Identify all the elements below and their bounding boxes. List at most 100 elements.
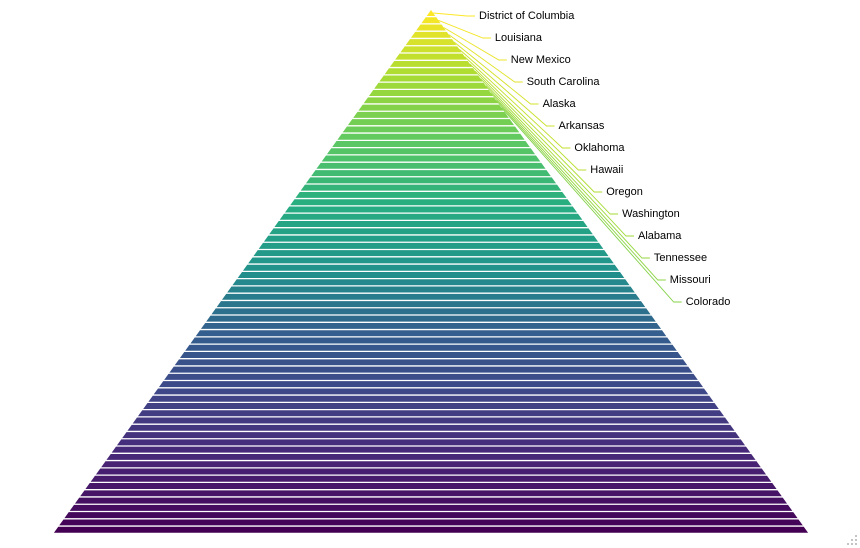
pyramid-slice[interactable] [342, 126, 520, 133]
pyramid-slice[interactable] [111, 446, 751, 453]
label-connectors [433, 12, 682, 303]
pyramid-slice[interactable] [395, 53, 467, 60]
pyramid-slice[interactable] [69, 504, 793, 511]
slice-label: Colorado [686, 296, 731, 308]
pyramid-slice[interactable] [59, 519, 803, 526]
pyramid-slice[interactable] [137, 410, 725, 417]
pyramid-slice[interactable] [122, 432, 740, 439]
pyramid-slice[interactable] [269, 228, 593, 235]
pyramid-slice[interactable] [316, 162, 546, 169]
pyramid-slice[interactable] [148, 395, 714, 402]
pyramid-slice[interactable] [311, 170, 551, 177]
pyramid-slice[interactable] [53, 526, 809, 533]
label-connector [480, 78, 619, 215]
pyramid-slice[interactable] [258, 242, 604, 249]
pyramid-slice[interactable] [206, 315, 656, 322]
pyramid-slice[interactable] [347, 119, 515, 126]
pyramid-slice[interactable] [353, 111, 509, 118]
label-connector [469, 63, 587, 171]
pyramid-slice[interactable] [174, 359, 688, 366]
slice-labels: District of Columbia Louisiana New Mexico S… [479, 10, 730, 308]
pyramid-slice[interactable] [379, 75, 483, 82]
pyramid-slice[interactable] [237, 272, 625, 278]
pyramid-slice[interactable] [116, 439, 746, 446]
pyramid-slice[interactable] [80, 490, 782, 497]
label-connector [464, 56, 571, 149]
pyramid-slice[interactable] [400, 46, 462, 53]
slice-label: District of Columbia [479, 10, 575, 22]
label-connector [453, 41, 539, 105]
slice-label: Alabama [638, 230, 682, 242]
resize-handle-icon[interactable] [846, 534, 858, 546]
pyramid-slice[interactable] [227, 286, 635, 293]
pyramid-slice[interactable] [410, 31, 452, 38]
slice-label: Oregon [606, 186, 643, 198]
pyramid-slice[interactable] [101, 461, 761, 468]
pyramid-slice[interactable] [95, 468, 767, 475]
pyramid-slice[interactable] [158, 381, 704, 388]
pyramid-slice[interactable] [242, 264, 620, 271]
pyramid-slice[interactable] [64, 512, 798, 519]
pyramid-slice[interactable] [295, 191, 567, 198]
pyramid-slice[interactable] [132, 417, 730, 424]
pyramid-slice[interactable] [253, 250, 609, 257]
slice-label: Missouri [670, 274, 711, 286]
label-connector [438, 19, 491, 39]
pyramid-slice[interactable] [416, 24, 446, 31]
slice-label: Tennessee [654, 252, 707, 264]
pyramid-slice[interactable] [358, 104, 504, 111]
pyramid-slice[interactable] [221, 293, 641, 300]
pyramid-slice[interactable] [300, 184, 562, 191]
label-connector [501, 107, 682, 303]
pyramid-slice[interactable] [389, 60, 473, 67]
pyramid-slice[interactable] [374, 82, 488, 89]
label-connector [495, 99, 666, 281]
pyramid-slice[interactable] [216, 301, 646, 308]
pyramid-slice[interactable] [211, 308, 651, 315]
pyramid-slice[interactable] [153, 388, 709, 395]
pyramid-slice[interactable] [164, 373, 698, 380]
slice-label: Washington [622, 208, 680, 220]
pyramid-slice[interactable] [185, 344, 677, 351]
pyramid-slice[interactable] [274, 221, 588, 228]
pyramid-slice[interactable] [421, 17, 441, 24]
pyramid-slice[interactable] [263, 235, 599, 242]
pyramid-slice[interactable] [321, 155, 541, 162]
slice-label: South Carolina [527, 76, 601, 88]
pyramid-slice[interactable] [284, 206, 578, 213]
label-connector [433, 12, 475, 17]
pyramid-slice[interactable] [106, 453, 756, 460]
slice-label: Oklahoma [574, 142, 625, 154]
slice-label: Alaska [543, 98, 577, 110]
label-connector [448, 34, 523, 83]
pyramid-slice[interactable] [232, 279, 630, 286]
pyramid-slice[interactable] [143, 403, 719, 409]
pyramid-slice[interactable] [305, 177, 557, 184]
pyramid-slice[interactable] [90, 475, 772, 482]
pyramid-slice[interactable] [169, 366, 693, 373]
pyramid-slice[interactable] [384, 68, 478, 75]
pyramid-slice[interactable] [127, 424, 735, 431]
pyramid-slice[interactable] [363, 97, 499, 104]
label-connector [485, 85, 634, 237]
pyramid-slice[interactable] [279, 213, 583, 220]
pyramid-slice[interactable] [368, 90, 494, 97]
pyramid-slice[interactable] [85, 483, 777, 490]
pyramid-slice[interactable] [248, 257, 614, 264]
pyramid-slice[interactable] [195, 330, 667, 337]
pyramid-slice[interactable] [179, 352, 683, 359]
label-connector [459, 49, 555, 127]
slice-label: Hawaii [590, 164, 623, 176]
pyramid-slice[interactable] [326, 148, 536, 155]
pyramid-slice[interactable] [405, 39, 457, 46]
pyramid-slice[interactable] [426, 10, 436, 16]
pyramid-slice[interactable] [332, 141, 530, 147]
pyramid-slice[interactable] [74, 497, 788, 504]
pyramid-slice[interactable] [190, 337, 672, 344]
pyramid-slice[interactable] [290, 199, 572, 206]
label-connector [490, 92, 650, 259]
slice-label: New Mexico [511, 54, 571, 66]
pyramid-slice[interactable] [200, 322, 662, 329]
pyramid-slice[interactable] [337, 133, 525, 140]
